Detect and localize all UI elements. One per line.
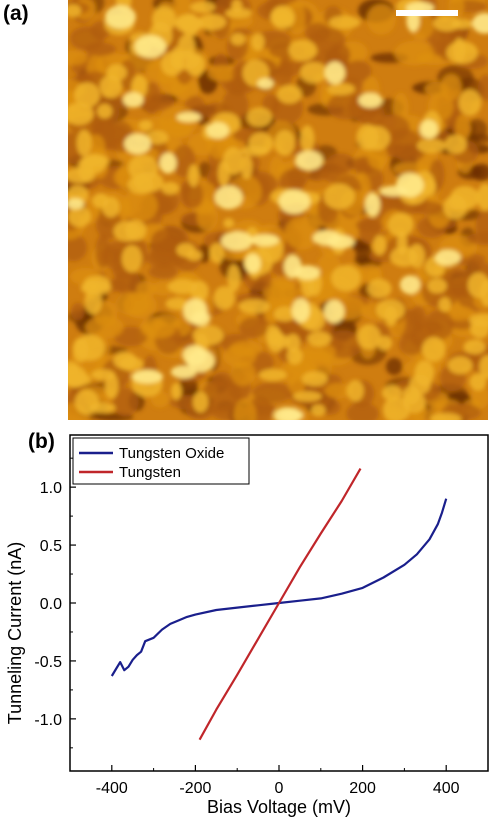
iv-curve-chart: -400 -200 0 200 400 1.0 0.5 0.0 -0.5 -1.0 Tungste…	[0, 425, 492, 826]
x-tick-label: 200	[349, 780, 376, 797]
afm-topography-graphic	[68, 0, 488, 420]
y-tick-label: 0.0	[40, 596, 62, 613]
scale-bar	[396, 10, 458, 16]
legend-entry: Tungsten Oxide	[119, 445, 224, 462]
y-tick-label: 0.5	[40, 538, 62, 555]
y-axis-label: Tunneling Current (nA)	[5, 542, 25, 724]
panel-a-label: (a)	[3, 2, 29, 25]
x-tick-label: -400	[96, 780, 128, 797]
y-tick-label: 1.0	[40, 480, 62, 497]
x-axis-label: Bias Voltage (mV)	[207, 797, 351, 817]
panel-b-label: (b)	[28, 430, 55, 453]
legend-box	[72, 437, 250, 485]
legend-entry: Tungsten	[119, 464, 181, 481]
x-tick-label: -200	[179, 780, 211, 797]
y-tick-label: -1.0	[34, 712, 62, 729]
afm-topography-image	[68, 0, 488, 420]
x-tick-label: 0	[275, 780, 284, 797]
chart-legend: Tungsten Oxide Tungsten	[72, 437, 250, 485]
x-tick-label: 400	[433, 780, 460, 797]
y-tick-label: -0.5	[34, 654, 62, 671]
series-line-tungsten-oxide	[110, 498, 448, 677]
series-line-tungsten	[198, 468, 362, 741]
